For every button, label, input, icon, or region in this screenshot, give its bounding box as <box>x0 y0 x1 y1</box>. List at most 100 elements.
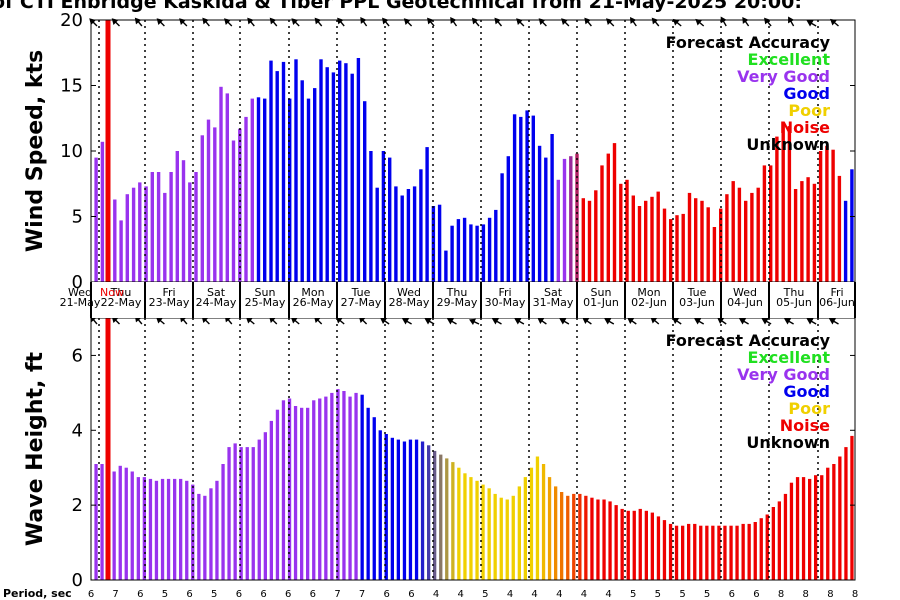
chart-bar <box>638 508 642 580</box>
period-value: 5 <box>482 589 488 600</box>
direction-arrow <box>742 16 750 27</box>
direction-arrow <box>424 318 435 325</box>
direction-arrow <box>651 17 660 27</box>
chart-bar <box>194 172 198 282</box>
arrow-head <box>335 316 343 324</box>
chart-bar <box>781 123 785 282</box>
direction-arrow <box>516 18 525 27</box>
chart-bar <box>494 209 498 282</box>
chart-bar <box>587 200 592 282</box>
chart-bar <box>614 505 618 580</box>
date-label: 30-May <box>485 296 526 309</box>
chart-bar <box>723 525 727 580</box>
chart-bar <box>744 200 748 282</box>
chart-bar <box>725 194 729 282</box>
date-label: 06-Jun <box>819 296 855 309</box>
chart-bar <box>469 224 473 282</box>
chart-bar <box>711 525 715 580</box>
arrow-head <box>380 317 388 324</box>
chart-bar <box>219 86 223 282</box>
direction-arrow <box>446 318 457 325</box>
chart-bar <box>693 523 697 580</box>
arrow-head <box>561 18 568 25</box>
legend-entry: Noise <box>780 416 830 435</box>
period-value: 4 <box>556 589 562 600</box>
day-name-label: Tue <box>351 286 371 299</box>
chart-bar <box>293 406 298 580</box>
arrow-head <box>156 18 164 25</box>
chart-bar <box>619 183 623 283</box>
arrow-head <box>538 18 546 25</box>
chart-bar <box>529 467 534 580</box>
chart-bar <box>181 160 186 282</box>
chart-bar <box>215 480 219 580</box>
legend-entry: Poor <box>788 399 830 418</box>
chart-bar <box>578 493 582 580</box>
arrow-head <box>291 18 299 25</box>
chart-bar <box>487 217 492 282</box>
chart-bar <box>765 514 769 580</box>
chart-bar <box>694 198 698 282</box>
chart-bar <box>656 191 660 282</box>
chart-bar <box>433 450 437 580</box>
direction-arrow <box>604 318 615 325</box>
chart-bar <box>378 430 382 580</box>
direction-arrow <box>717 317 727 325</box>
chart-bar <box>560 492 564 580</box>
chart-bar <box>294 59 298 282</box>
chart-bar <box>185 480 189 580</box>
chart-bar <box>269 420 273 580</box>
arrow-head <box>830 18 837 26</box>
direction-arrow <box>739 318 749 325</box>
chart-bar <box>575 153 579 282</box>
period-value: 5 <box>655 589 661 600</box>
date-label: 03-Jun <box>679 296 715 309</box>
chart-bar <box>793 189 798 282</box>
direction-arrow <box>469 318 480 326</box>
arrow-head <box>742 16 749 24</box>
direction-arrow <box>382 17 390 27</box>
date-label: 29-May <box>437 296 478 309</box>
chart-bar <box>556 179 560 282</box>
chart-bar <box>771 507 775 580</box>
chart-bar <box>154 480 159 580</box>
direction-arrow <box>672 317 682 325</box>
chart-bar <box>319 59 323 282</box>
chart-bar <box>850 435 854 580</box>
chart-bar <box>94 464 98 580</box>
arrow-head <box>651 17 659 25</box>
direction-arrow <box>606 18 615 27</box>
chart-bar <box>699 525 703 580</box>
y-axis-label: Wind Speed, kts <box>23 50 48 252</box>
now-label: Now <box>100 286 124 299</box>
chart-bar <box>313 88 317 282</box>
chart-bar <box>348 396 352 580</box>
arrow-head <box>446 318 454 325</box>
direction-arrow <box>537 317 547 325</box>
arrow-head <box>247 17 254 25</box>
chart-bar <box>425 147 429 282</box>
chart-bar <box>801 477 806 580</box>
direction-arrow <box>650 316 660 325</box>
arrow-head <box>582 317 590 324</box>
chart-bar <box>250 98 254 282</box>
chart-bar <box>506 156 510 282</box>
chart-bar <box>719 208 723 282</box>
direction-arrow <box>788 16 795 27</box>
period-value: 5 <box>630 589 636 600</box>
arrow-head <box>739 318 747 325</box>
chart-bar <box>737 187 742 282</box>
chart-bar <box>800 181 804 282</box>
direction-arrow <box>694 318 705 325</box>
period-value: 7 <box>359 589 365 600</box>
arrow-head <box>788 16 795 24</box>
direction-arrow <box>784 318 794 325</box>
period-value: 6 <box>753 589 759 600</box>
period-value: 4 <box>531 589 537 600</box>
chart-bar <box>787 126 792 282</box>
chart-bar <box>400 195 404 282</box>
legend-entry: Good <box>783 84 830 103</box>
chart-bar <box>741 523 745 580</box>
period-value: 6 <box>310 589 316 600</box>
period-value: 4 <box>458 589 464 600</box>
